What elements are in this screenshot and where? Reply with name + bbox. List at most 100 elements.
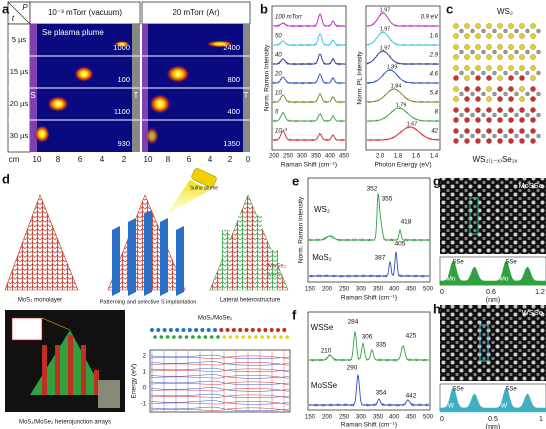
corner-label: t — [12, 14, 15, 23]
chalcogen-atom — [497, 23, 503, 29]
x-tick-label: 400 — [389, 287, 400, 293]
band-line — [150, 362, 290, 366]
metal-atom — [481, 49, 486, 55]
chalcogen-atom — [497, 86, 503, 92]
pl-curve — [366, 49, 439, 66]
x-tick-label: 450 — [339, 154, 350, 160]
peak-label: 355 — [382, 196, 393, 203]
plume-value: 400 — [227, 107, 240, 116]
corner-diagonal — [7, 1, 31, 25]
band-line — [150, 388, 290, 392]
chalcogen-atom — [453, 128, 459, 134]
chalcogen-atom — [475, 107, 481, 113]
metal-atom — [503, 70, 508, 76]
chalcogen-atom — [486, 107, 492, 113]
metal-atom — [525, 133, 530, 139]
x-tick-label: 6 — [187, 155, 192, 164]
chalcogen-atom — [530, 33, 536, 39]
chalcogen-atom — [519, 117, 525, 123]
raman-frame — [271, 5, 347, 151]
x-axis-label: Photon Energy (eV) — [374, 162, 431, 169]
structure-label: WS₂ — [497, 7, 513, 16]
pl-curve — [366, 11, 440, 28]
band-line — [150, 407, 290, 412]
x-tick-label: 400 — [389, 415, 400, 421]
chalcogen-atom — [486, 75, 492, 81]
plume-value: 1000 — [113, 43, 130, 52]
pl-curve — [366, 88, 440, 104]
chalcogen-atom — [519, 86, 525, 92]
pl-peak-label: 1.84 — [391, 83, 402, 89]
heterostructure-stripes — [222, 215, 278, 290]
atom — [175, 328, 180, 332]
mos2-triangle — [4, 194, 79, 291]
metal-atom — [514, 91, 519, 97]
atom — [219, 328, 224, 332]
x-tick-label: 1.2 — [535, 289, 545, 296]
metal-atom — [459, 133, 464, 139]
chalcogen-atom — [497, 107, 503, 113]
x-tick-label: 150 — [305, 287, 316, 293]
panel-letter: c — [446, 1, 453, 16]
chalcogen-atom — [497, 96, 503, 102]
atom — [282, 328, 287, 332]
panel-letter: d — [2, 171, 10, 186]
energy-label: 0.9 eV — [421, 15, 439, 21]
chalcogen-atom — [519, 138, 525, 144]
pressure-label: 10⁻³ — [275, 129, 288, 135]
chalcogen-atom — [464, 117, 470, 123]
metal-atom — [470, 112, 475, 118]
chalcogen-atom — [475, 117, 481, 123]
band-line — [150, 406, 290, 412]
spectrum-label: WS₂ — [314, 205, 330, 214]
array-stripes — [42, 335, 99, 395]
chalcogen-atom — [519, 96, 525, 102]
plume-label: Sulfur plume — [190, 185, 218, 191]
spectrum-label: MoSSe — [311, 381, 338, 390]
target-label: T — [134, 91, 139, 100]
step-label: Lateral heterostructure — [220, 298, 281, 304]
chalcogen-atom — [453, 54, 459, 60]
x-tick-label: 0.6 — [486, 289, 496, 296]
atom — [254, 335, 258, 339]
metal-atom — [470, 28, 475, 34]
band-line — [150, 380, 290, 386]
metal-atom — [514, 28, 519, 34]
x-tick-label: 0.5 — [488, 416, 498, 423]
pl-curve — [366, 30, 440, 47]
metal-atom — [470, 133, 475, 139]
chalcogen-atom — [530, 44, 536, 50]
profile-label: SSe — [505, 260, 517, 266]
intensity-profile — [439, 260, 546, 286]
atom — [178, 335, 182, 339]
mask-bars — [112, 210, 184, 296]
band-frame — [149, 349, 291, 413]
atom — [244, 328, 249, 332]
metal-atom — [492, 70, 497, 76]
plume-label: Se plasma plume — [42, 28, 104, 37]
pl-peak-label: 1.67 — [407, 121, 418, 127]
x-tick-label: 200 — [322, 287, 333, 293]
chalcogen-atom — [530, 107, 536, 113]
x-tick-label: 250 — [339, 287, 350, 293]
x-tick-label: 500 — [423, 287, 434, 293]
band-line — [150, 374, 290, 379]
x-tick-label: 200 — [322, 415, 333, 421]
chalcogen-atom — [453, 86, 459, 92]
atom — [209, 335, 214, 339]
panel-letter: h — [433, 301, 441, 316]
panel-letter: g — [433, 173, 441, 188]
chalcogen-atom — [486, 33, 492, 39]
profile-label: W — [501, 403, 508, 410]
chalcogen-atom — [508, 86, 514, 92]
chalcogen-atom — [464, 65, 470, 71]
peak-label: 405 — [395, 241, 406, 248]
chalcogen-atom — [453, 23, 459, 29]
chalcogen-atom — [530, 23, 536, 29]
atom — [263, 328, 268, 332]
atom — [279, 335, 283, 339]
chalcogen-atom — [519, 44, 525, 50]
chalcogen-atom — [519, 33, 525, 39]
chalcogen-atom — [508, 138, 514, 144]
chalcogen-atom — [497, 128, 503, 134]
